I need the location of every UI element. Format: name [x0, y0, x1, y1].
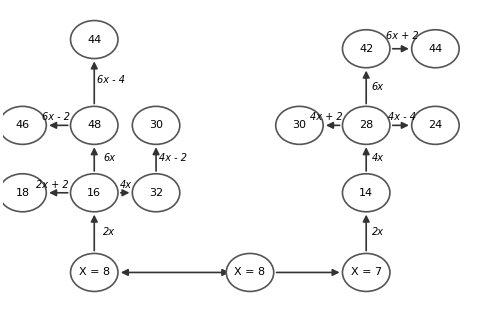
Text: 28: 28 [359, 120, 374, 130]
Ellipse shape [70, 174, 118, 212]
Ellipse shape [132, 174, 180, 212]
Ellipse shape [342, 174, 390, 212]
Text: 4x: 4x [120, 180, 132, 190]
Text: 18: 18 [16, 188, 30, 198]
Text: 44: 44 [87, 35, 102, 45]
Ellipse shape [342, 30, 390, 68]
Ellipse shape [226, 253, 274, 291]
Text: 6x + 2: 6x + 2 [386, 31, 418, 41]
Ellipse shape [70, 253, 118, 291]
Text: 14: 14 [359, 188, 374, 198]
Text: X = 8: X = 8 [78, 267, 110, 277]
Ellipse shape [276, 106, 323, 144]
Text: 30: 30 [292, 120, 306, 130]
Text: 42: 42 [359, 44, 374, 54]
Text: 44: 44 [428, 44, 442, 54]
Ellipse shape [70, 21, 118, 59]
Text: 32: 32 [149, 188, 163, 198]
Text: X = 7: X = 7 [350, 267, 382, 277]
Text: 6x: 6x [103, 154, 115, 163]
Ellipse shape [342, 253, 390, 291]
Text: 16: 16 [88, 188, 101, 198]
Text: 48: 48 [87, 120, 102, 130]
Text: 4x: 4x [372, 154, 384, 163]
Ellipse shape [132, 106, 180, 144]
Text: 24: 24 [428, 120, 442, 130]
Text: 46: 46 [16, 120, 30, 130]
Text: 2x: 2x [372, 227, 384, 237]
Ellipse shape [0, 106, 46, 144]
Text: 2x + 2: 2x + 2 [36, 180, 68, 190]
Text: 4x + 2: 4x + 2 [310, 112, 343, 122]
Text: 6x - 2: 6x - 2 [42, 112, 70, 122]
Ellipse shape [412, 106, 459, 144]
Text: 30: 30 [149, 120, 163, 130]
Text: 6x - 4: 6x - 4 [96, 75, 124, 85]
Text: 4x - 4: 4x - 4 [388, 112, 416, 122]
Text: 6x: 6x [372, 82, 384, 92]
Text: 2x: 2x [103, 227, 115, 237]
Ellipse shape [70, 106, 118, 144]
Ellipse shape [412, 30, 459, 68]
Ellipse shape [342, 106, 390, 144]
Ellipse shape [0, 174, 46, 212]
Text: X = 8: X = 8 [234, 267, 266, 277]
Text: 4x - 2: 4x - 2 [160, 154, 188, 163]
